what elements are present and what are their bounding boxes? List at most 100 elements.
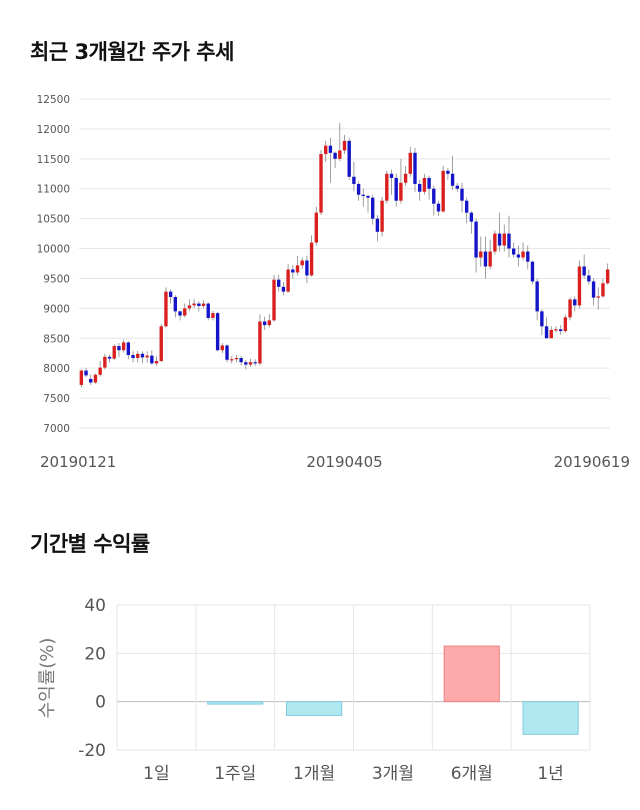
candle-body (389, 173, 394, 178)
candle (352, 161, 356, 192)
candle (483, 236, 488, 279)
returns-series (207, 645, 579, 735)
candle-body (488, 251, 492, 267)
candle (507, 215, 511, 258)
candle (277, 274, 281, 292)
candle (300, 257, 304, 269)
candle-body (244, 362, 248, 365)
candle (225, 344, 229, 363)
candle-body (277, 279, 281, 287)
candle (371, 194, 375, 225)
candle-body (192, 303, 196, 306)
candle-body (554, 329, 558, 331)
candle (215, 311, 220, 352)
candle-body (164, 291, 168, 327)
candle-body (338, 150, 342, 159)
candle (558, 325, 563, 335)
candle (258, 314, 262, 366)
candle-body (352, 176, 356, 184)
candle-body (549, 329, 553, 339)
candle (248, 358, 253, 367)
candle (460, 182, 464, 213)
candle (173, 295, 178, 318)
candle-body (521, 251, 525, 258)
x-tick-label: 1주일 (214, 764, 256, 784)
candlestick-grid (79, 98, 610, 429)
candle (262, 316, 267, 330)
candle-body (422, 177, 427, 192)
candle (178, 310, 182, 321)
candle-body (150, 355, 154, 364)
candle-body (563, 317, 568, 332)
candle (84, 368, 88, 378)
candle (422, 173, 427, 195)
y-tick-label: 10500 (37, 214, 70, 226)
candle (417, 179, 422, 201)
candle (530, 260, 535, 285)
candle-body (211, 313, 215, 318)
y-tick-label: 9000 (43, 303, 70, 315)
candle (403, 165, 408, 186)
y-tick-label: 10000 (37, 244, 70, 256)
candle-body (483, 251, 488, 267)
candle (314, 206, 318, 246)
y-tick-label: -20 (78, 741, 106, 761)
candle-body (173, 296, 178, 312)
candle (93, 373, 98, 384)
candle (413, 148, 417, 192)
candle-body (197, 303, 201, 306)
candle (441, 165, 445, 213)
candle-body (464, 200, 469, 213)
candle (121, 339, 126, 353)
candle-body (577, 266, 582, 306)
candle (554, 326, 558, 333)
candle-body (206, 303, 210, 318)
candle-body (248, 362, 253, 365)
candle-body (215, 313, 220, 351)
candle (159, 323, 163, 363)
x-tick-label: 1일 (143, 764, 169, 784)
candle (432, 185, 436, 216)
returns-title: 기간별 수익률 (30, 532, 150, 556)
y-tick-label: 8500 (43, 333, 70, 345)
candle-body (300, 260, 304, 266)
candle (338, 122, 342, 162)
candle (446, 167, 450, 180)
candle (342, 134, 347, 155)
candle (253, 359, 257, 366)
y-tick-label: 12000 (37, 124, 70, 136)
candle (427, 175, 431, 200)
candle-body (441, 170, 445, 212)
candle (112, 344, 116, 360)
candle (540, 309, 544, 336)
x-tick-label: 20190121 (40, 453, 116, 471)
candle-body (502, 233, 506, 246)
candle-body (427, 177, 431, 189)
candle-body (333, 152, 337, 159)
candle-body (493, 233, 497, 252)
candle (98, 361, 102, 377)
candle-body (366, 195, 370, 198)
candle-body (258, 321, 262, 364)
candle (596, 287, 600, 310)
candle-body (507, 233, 511, 249)
candle-body (121, 342, 126, 351)
candle (375, 215, 380, 242)
candle-body (385, 173, 389, 201)
candle (154, 356, 159, 366)
bar (443, 645, 500, 703)
candle-body (511, 248, 516, 255)
candle (474, 218, 478, 273)
candle (126, 341, 131, 360)
candle-body (89, 378, 93, 383)
candle-body (117, 346, 121, 351)
bar (285, 701, 343, 716)
candle-body (375, 218, 380, 232)
y-tick-label: 9500 (43, 273, 70, 285)
y-tick-label: 11500 (37, 154, 70, 166)
candle-body (107, 356, 112, 359)
candle (201, 299, 206, 309)
candle-body (281, 286, 286, 292)
candle (244, 359, 248, 370)
candle (328, 137, 333, 183)
